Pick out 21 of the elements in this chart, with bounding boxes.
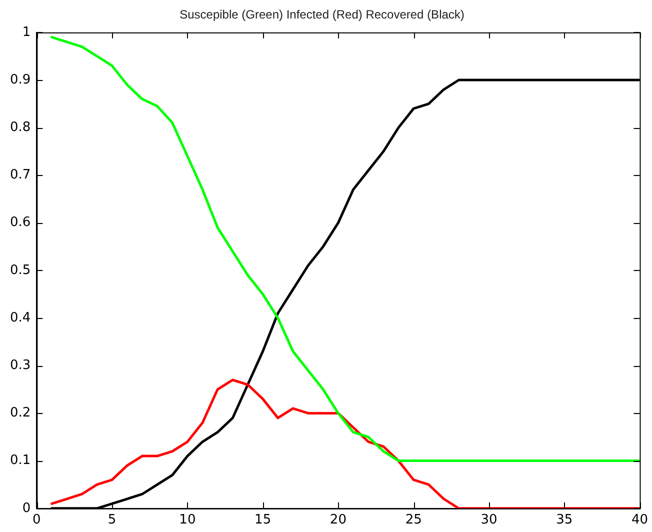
x-tick-label: 35	[556, 512, 573, 528]
x-tick-label: 20	[330, 512, 346, 528]
y-tick-label: 0.8	[10, 120, 31, 135]
x-tick-label: 30	[480, 512, 498, 528]
x-tick-label: 40	[631, 512, 648, 528]
y-tick-label: 1	[22, 24, 31, 40]
y-tick-label: 0	[22, 500, 31, 516]
y-tick-label: 0.4	[10, 310, 31, 326]
x-tick-label: 10	[179, 512, 196, 528]
x-tick-label: 15	[254, 512, 272, 528]
y-tick-label: 0.5	[10, 262, 31, 278]
y-tick-label: 0.2	[10, 406, 31, 421]
x-tick-label: 5	[108, 512, 116, 528]
y-tick-label: 0.6	[10, 215, 31, 230]
x-tick-label: 0	[32, 512, 41, 528]
y-tick-label: 0.3	[10, 358, 31, 373]
chart-title: Suscepible (Green) Infected (Red) Recovered (Black)	[180, 8, 464, 22]
y-tick-label: 0.1	[10, 453, 31, 468]
y-tick-label: 0.9	[10, 72, 31, 88]
y-tick-label: 0.7	[10, 168, 31, 183]
x-tick-label: 25	[405, 512, 422, 528]
